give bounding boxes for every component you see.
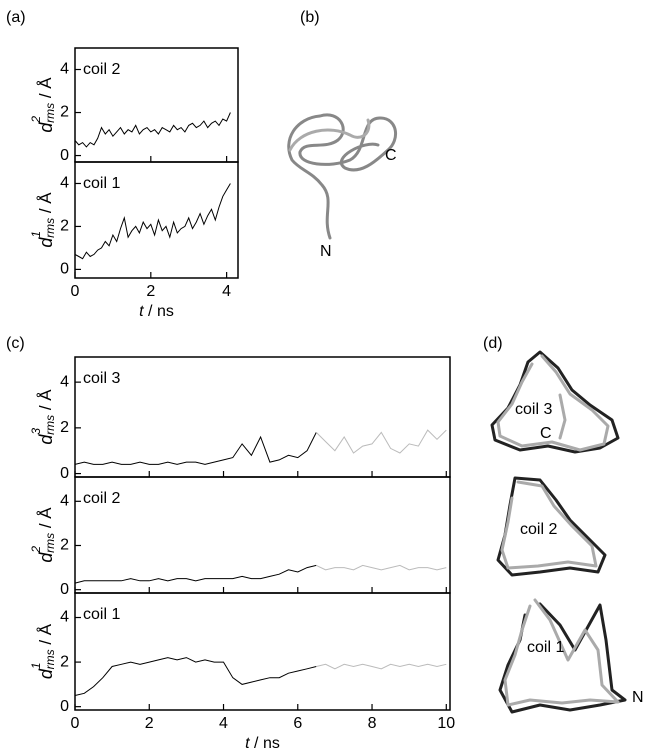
x-axis-label: t / ns bbox=[245, 735, 280, 752]
y-axis-label-part: d bbox=[36, 668, 56, 679]
data-line bbox=[74, 657, 317, 696]
plot-frame bbox=[74, 161, 239, 279]
x-tick-label: 2 bbox=[146, 283, 155, 300]
y-axis-label: d1rms / Å bbox=[29, 192, 57, 248]
y-tick-label: 2 bbox=[60, 104, 69, 121]
y-axis-label-part: rms bbox=[43, 415, 57, 435]
data-line bbox=[74, 112, 231, 148]
x-tick-label: 4 bbox=[219, 715, 228, 732]
structure-label: N bbox=[320, 243, 332, 260]
x-tick-label: 0 bbox=[71, 283, 80, 300]
structure-label: C bbox=[385, 147, 397, 164]
y-axis-label-part: / Å bbox=[36, 77, 55, 103]
annotation: coil 1 bbox=[83, 606, 120, 623]
y-axis-label-part: 1 bbox=[29, 231, 43, 238]
data-line bbox=[315, 429, 447, 454]
y-tick-label: 2 bbox=[60, 218, 69, 235]
structure-label: coil 1 bbox=[527, 639, 564, 656]
panel-label: (d) bbox=[483, 335, 503, 352]
x-axis-label-part: / ns bbox=[250, 735, 280, 752]
y-tick-label: 4 bbox=[60, 609, 69, 626]
y-axis-label-part: 3 bbox=[29, 428, 43, 435]
data-line bbox=[316, 663, 447, 670]
y-axis-label-part: d bbox=[36, 237, 56, 248]
y-axis-label-part: d bbox=[36, 434, 56, 445]
structure-label: coil 2 bbox=[520, 521, 557, 538]
y-axis-label-part: rms bbox=[43, 533, 57, 553]
plot-frame bbox=[74, 592, 451, 711]
x-tick-label: 2 bbox=[145, 715, 154, 732]
plot-frame bbox=[74, 476, 451, 594]
annotation: coil 2 bbox=[83, 61, 120, 78]
y-axis-label-part: rms bbox=[43, 218, 57, 238]
y-axis-label-part: 1 bbox=[29, 662, 43, 669]
y-axis-label: d2rms / Å bbox=[29, 507, 57, 563]
y-tick-label: 0 bbox=[60, 581, 69, 598]
y-axis-label: d2rms / Å bbox=[29, 77, 57, 133]
y-axis-label-part: / Å bbox=[36, 192, 55, 218]
y-axis-label-part: rms bbox=[43, 103, 57, 123]
y-tick-label: 4 bbox=[60, 175, 69, 192]
structure-label: N bbox=[632, 689, 644, 706]
x-axis-label-part: t bbox=[139, 303, 144, 320]
y-tick-label: 2 bbox=[60, 419, 69, 436]
y-axis-label-part: / Å bbox=[36, 623, 55, 649]
data-line bbox=[74, 564, 317, 584]
structure-label: C bbox=[540, 425, 552, 442]
y-axis-label-part: d bbox=[36, 122, 56, 133]
y-axis-label-part: / Å bbox=[36, 389, 55, 415]
panel-label: (a) bbox=[6, 9, 26, 26]
plot-frame bbox=[74, 356, 451, 478]
structure-label: coil 3 bbox=[515, 401, 552, 418]
annotation: coil 2 bbox=[83, 490, 120, 507]
y-axis-label-part: 2 bbox=[29, 116, 43, 124]
y-axis-label-part: d bbox=[36, 552, 56, 563]
y-tick-label: 0 bbox=[60, 465, 69, 482]
annotation: coil 3 bbox=[83, 370, 120, 387]
x-axis-label-part: t bbox=[245, 735, 250, 752]
y-axis-label: d1rms / Å bbox=[29, 623, 57, 679]
y-axis-label-part: rms bbox=[43, 649, 57, 669]
x-axis-label: t / ns bbox=[139, 303, 174, 320]
x-tick-label: 8 bbox=[368, 715, 377, 732]
x-tick-label: 10 bbox=[437, 715, 455, 732]
y-tick-label: 0 bbox=[60, 147, 69, 164]
panel-label: (c) bbox=[6, 335, 25, 352]
data-line bbox=[74, 183, 231, 260]
x-tick-label: 4 bbox=[222, 283, 231, 300]
panel-label: (b) bbox=[300, 9, 320, 26]
data-line bbox=[74, 432, 317, 465]
data-line bbox=[316, 564, 447, 571]
y-tick-label: 0 bbox=[60, 698, 69, 715]
y-axis-label-part: / Å bbox=[36, 507, 55, 533]
y-tick-label: 4 bbox=[60, 61, 69, 78]
annotation: coil 1 bbox=[83, 175, 120, 192]
structure-d bbox=[490, 350, 627, 714]
y-tick-label: 4 bbox=[60, 373, 69, 390]
x-tick-label: 0 bbox=[71, 715, 80, 732]
x-tick-label: 6 bbox=[293, 715, 302, 732]
y-tick-label: 4 bbox=[60, 493, 69, 510]
y-axis-label-part: 2 bbox=[29, 546, 43, 554]
x-axis-label-part: / ns bbox=[144, 303, 174, 320]
y-tick-label: 2 bbox=[60, 653, 69, 670]
y-axis-label: d3rms / Å bbox=[29, 389, 57, 445]
y-tick-label: 2 bbox=[60, 537, 69, 554]
y-tick-label: 0 bbox=[60, 261, 69, 278]
structure-b bbox=[287, 113, 397, 240]
